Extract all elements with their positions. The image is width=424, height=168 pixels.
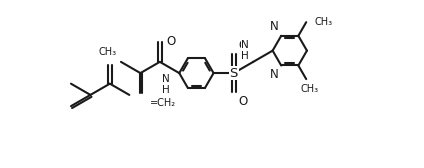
Text: CH₃: CH₃ bbox=[314, 17, 332, 27]
Text: CH₃: CH₃ bbox=[300, 84, 318, 94]
Text: N: N bbox=[270, 20, 279, 33]
Text: CH₃: CH₃ bbox=[98, 47, 116, 57]
Text: N
H: N H bbox=[241, 40, 249, 61]
Text: O: O bbox=[238, 38, 248, 52]
Text: N
H: N H bbox=[162, 74, 170, 95]
Text: S: S bbox=[229, 67, 238, 80]
Text: O: O bbox=[238, 95, 248, 108]
Text: O: O bbox=[167, 35, 176, 48]
Text: =CH₂: =CH₂ bbox=[150, 98, 176, 108]
Text: N: N bbox=[270, 68, 279, 81]
